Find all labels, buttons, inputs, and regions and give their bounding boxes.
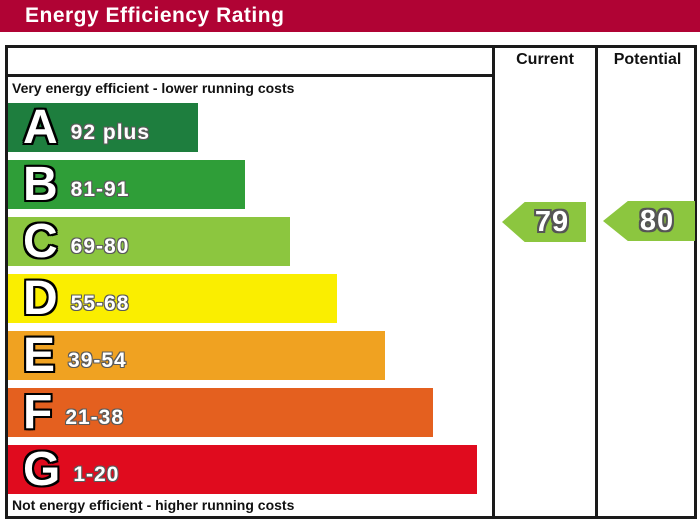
band-a-range: 92 plus bbox=[70, 121, 151, 144]
potential-column-divider bbox=[595, 45, 598, 519]
band-d-range: 55-68 bbox=[70, 292, 130, 315]
band-a-letter: A bbox=[23, 100, 58, 154]
band-e: E 39-54 bbox=[8, 331, 385, 380]
band-d: D 55-68 bbox=[8, 274, 337, 323]
band-g-letter: G bbox=[23, 442, 61, 496]
band-f: F 21-38 bbox=[8, 388, 433, 437]
potential-column-header: Potential bbox=[613, 51, 682, 68]
band-g-range: 1-20 bbox=[73, 463, 120, 486]
header-underline bbox=[5, 74, 492, 77]
band-b: B 81-91 bbox=[8, 160, 245, 209]
band-f-letter: F bbox=[23, 385, 53, 439]
band-g: G 1-20 bbox=[8, 445, 477, 494]
band-b-range: 81-91 bbox=[70, 178, 130, 201]
chart-title-bar: Energy Efficiency Rating bbox=[0, 0, 700, 32]
band-c: C 69-80 bbox=[8, 217, 290, 266]
current-rating-value: 79 bbox=[534, 205, 570, 238]
chart-title: Energy Efficiency Rating bbox=[25, 4, 285, 27]
potential-rating-value: 80 bbox=[639, 204, 675, 237]
current-column-header: Current bbox=[516, 51, 574, 68]
band-d-letter: D bbox=[23, 271, 58, 325]
top-note: Very energy efficient - lower running co… bbox=[12, 80, 295, 96]
band-f-range: 21-38 bbox=[65, 406, 125, 429]
band-b-letter: B bbox=[23, 157, 58, 211]
band-a: A 92 plus bbox=[8, 103, 198, 152]
band-c-letter: C bbox=[23, 214, 58, 268]
current-column-divider bbox=[492, 45, 495, 519]
band-c-range: 69-80 bbox=[70, 235, 130, 258]
band-e-letter: E bbox=[23, 328, 56, 382]
band-e-range: 39-54 bbox=[68, 349, 127, 372]
bottom-note: Not energy efficient - higher running co… bbox=[12, 497, 295, 513]
